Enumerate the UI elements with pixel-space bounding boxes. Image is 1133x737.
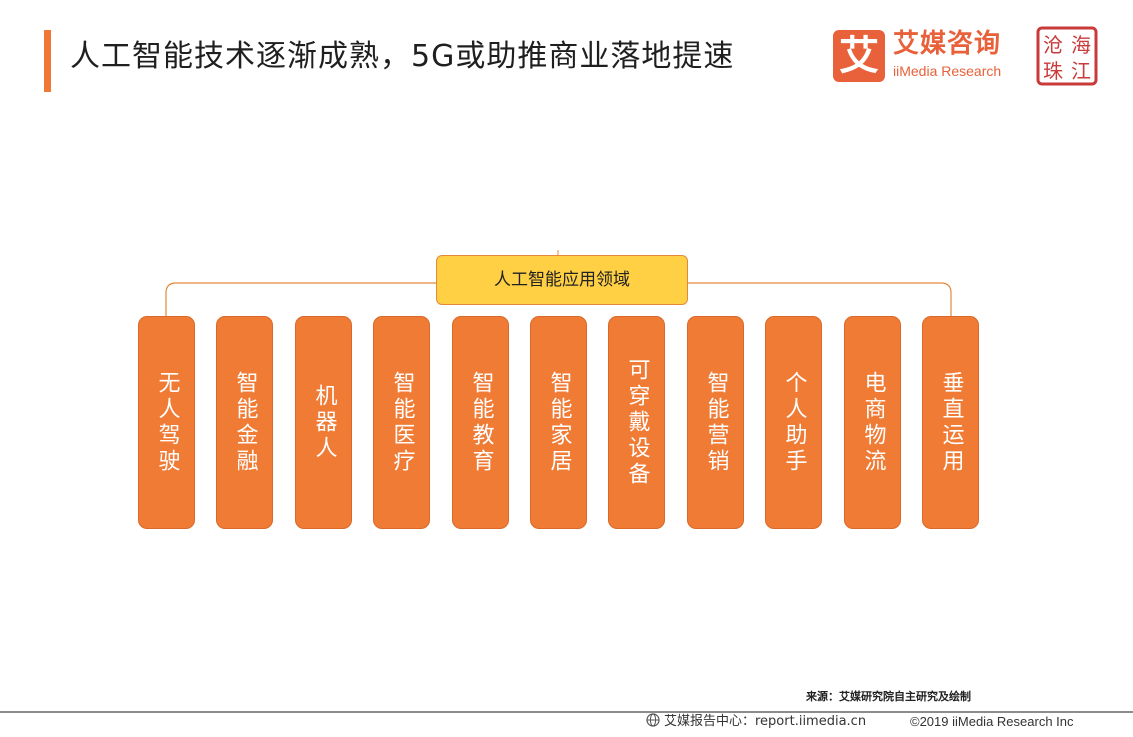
leaf-node: 智能医疗	[373, 316, 430, 529]
leaf-node-label: 智能医疗	[389, 370, 415, 475]
leaf-node-label: 机器人	[311, 383, 337, 462]
footer-divider	[0, 711, 1133, 713]
svg-text:珠: 珠	[1043, 59, 1063, 83]
leaf-node: 无人驾驶	[138, 316, 195, 529]
logo-name-cn: 艾媒咨询	[893, 29, 1002, 59]
source-note: 来源：艾媒研究院自主研究及绘制	[806, 690, 971, 703]
leaf-node-label: 垂直运用	[938, 370, 964, 475]
report-center-text[interactable]: 艾媒报告中心：report.iimedia.cn	[664, 714, 867, 729]
leaf-node-label: 可穿戴设备	[624, 357, 650, 488]
bracket-left-line	[165, 282, 436, 316]
leaf-node-label: 智能家居	[546, 370, 572, 475]
logo-name-en: iiMedia Research	[893, 63, 1002, 79]
seal-stamp-icon: 沧 海 珠 江	[1036, 26, 1098, 86]
leaf-node-label: 无人驾驶	[154, 370, 180, 475]
page-title: 人工智能技术逐渐成熟，5G或助推商业落地提速	[70, 39, 735, 74]
bracket-right-line	[688, 282, 952, 316]
leaf-node-label: 智能金融	[232, 370, 258, 475]
leaf-node: 智能金融	[216, 316, 273, 529]
leaf-node-label: 智能营销	[703, 370, 729, 475]
svg-text:江: 江	[1071, 59, 1091, 83]
globe-icon	[646, 713, 660, 727]
root-node: 人工智能应用领域	[436, 255, 688, 305]
logo-mark-icon: 艾	[833, 30, 885, 82]
leaf-node: 可穿戴设备	[608, 316, 665, 529]
leaf-node-label: 个人助手	[781, 370, 807, 475]
leaf-node: 垂直运用	[922, 316, 979, 529]
title-accent-bar	[44, 30, 51, 92]
leaf-node: 智能教育	[452, 316, 509, 529]
leaf-node: 个人助手	[765, 316, 822, 529]
leaf-node: 智能家居	[530, 316, 587, 529]
leaf-node-label: 智能教育	[468, 370, 494, 475]
leaf-node: 机器人	[295, 316, 352, 529]
leaf-node: 智能营销	[687, 316, 744, 529]
svg-text:海: 海	[1071, 33, 1091, 57]
footer-report-center: 艾媒报告中心：report.iimedia.cn	[646, 713, 866, 731]
svg-text:沧: 沧	[1043, 33, 1063, 57]
leaf-node: 电商物流	[844, 316, 901, 529]
copyright: ©2019 iiMedia Research Inc	[910, 714, 1074, 729]
leaf-node-label: 电商物流	[860, 370, 886, 475]
iimedia-logo: 艾 艾媒咨询 iiMedia Research	[833, 28, 1011, 84]
